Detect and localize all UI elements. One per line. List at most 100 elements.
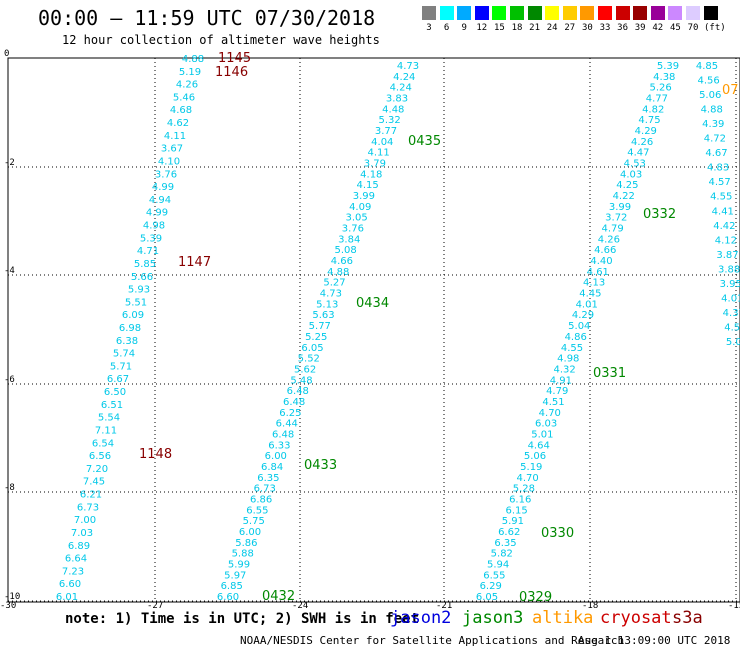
wave-height-value: 6.48	[283, 397, 305, 408]
legend-level-label: 39	[634, 23, 646, 33]
wave-height-value: 4.18	[360, 169, 382, 180]
lat-tick-label: -8	[4, 483, 15, 493]
wave-height-value: 4.61	[587, 267, 609, 278]
wave-height-value: 5.32	[378, 115, 400, 126]
wave-height-value: 5.85	[134, 259, 156, 270]
pass-time-label: 1145	[218, 51, 251, 66]
wave-height-value: 5.71	[110, 361, 132, 372]
wave-height-value: 5.25	[305, 332, 327, 343]
wave-height-value: 4.79	[546, 386, 568, 397]
wave-height-value: 4.37	[723, 308, 740, 319]
satellite-legend-cryosat: cryosat	[600, 608, 672, 628]
wave-height-value: 6.00	[265, 451, 287, 462]
legend-swatch	[457, 6, 472, 20]
wave-height-value: 4.40	[590, 256, 612, 267]
wave-height-value: 4.77	[646, 94, 668, 105]
map-subtitle: 12 hour collection of altimeter wave hei…	[62, 33, 380, 47]
satellite-legend-jason3: jason3	[462, 608, 524, 628]
wave-height-value: 4.32	[553, 364, 575, 375]
wave-height-value: 3.84	[338, 234, 360, 245]
legend-level-label: 21	[529, 23, 541, 33]
satellite-legend-s3a: s3a	[672, 608, 703, 628]
wave-height-value: 4.88	[327, 267, 349, 278]
legend-swatch	[598, 6, 612, 20]
legend-level-label: 12	[476, 23, 488, 33]
pass-time-label: 0434	[356, 296, 389, 311]
legend-swatch	[668, 6, 683, 20]
wave-height-value: 7.45	[83, 477, 105, 488]
wave-height-value: 6.55	[483, 570, 505, 581]
wave-height-value: 4.11	[367, 148, 389, 159]
wave-height-value: 4.48	[382, 104, 404, 115]
wave-height-value: 4.29	[635, 126, 657, 137]
generated-timestamp: Aug 1 13:09:00 UTC 2018	[578, 634, 731, 647]
wave-height-value: 6.50	[104, 387, 126, 398]
wave-height-value: 6.48	[287, 386, 309, 397]
pass-time-label: 0330	[541, 526, 574, 541]
legend-swatch	[474, 6, 489, 20]
track-1: 4.88 5.19 4.265.46 4.68 4.62 4.11 3.67 4.103.76…	[56, 51, 251, 603]
wave-height-value: 5.06	[524, 451, 546, 462]
wave-height-value: 5.13	[316, 299, 338, 310]
wave-height-value: 5.62	[294, 364, 316, 375]
legend-level-label: 36	[617, 23, 629, 33]
wave-height-value: 4.42	[713, 221, 735, 232]
satellite-legend-jason2: jason2	[390, 608, 452, 628]
wave-height-value: 5.08	[334, 245, 356, 256]
legend-swatch	[703, 6, 718, 20]
wave-height-value: 4.67	[705, 148, 727, 159]
wave-height-value: 3.99	[353, 191, 375, 202]
wave-height-value: 6.86	[250, 495, 272, 506]
wave-height-value: 6.15	[505, 505, 527, 516]
wave-height-value: 6.84	[261, 462, 283, 473]
wave-height-value: 5.39	[140, 233, 162, 244]
wave-height-value: 4.45	[579, 289, 601, 300]
wave-height-value: 4.99	[152, 182, 174, 193]
wave-height-value: 4.47	[627, 148, 649, 159]
wave-height-value: 6.09	[122, 310, 144, 321]
wave-height-value: 5.74	[113, 349, 135, 360]
wave-height-value: 4.11	[164, 131, 186, 142]
wave-height-value: 4.15	[356, 180, 378, 191]
wave-height-value: 7.23	[62, 566, 84, 577]
lat-tick-label: -4	[4, 266, 15, 276]
credit-line: NOAA/NESDIS Center for Satellite Applica…	[240, 634, 625, 647]
wave-height-value: 4.26	[631, 137, 653, 148]
wave-height-value: 4.03	[620, 169, 642, 180]
pass-time-label: 0329	[519, 590, 552, 605]
wave-height-value: 6.73	[254, 484, 276, 495]
wave-height-value: 6.21	[80, 490, 102, 501]
wave-height-value: 5.75	[243, 516, 265, 527]
wave-height-value: 7.00	[74, 515, 96, 526]
wave-height-value: 7.11	[95, 426, 117, 437]
wave-height-value: 3.05	[345, 213, 367, 224]
pass-time-label: 1147	[178, 255, 211, 270]
footnote: note: 1) Time is in UTC; 2) SWH is in fe…	[65, 611, 420, 627]
wave-height-value: 5.54	[98, 413, 120, 424]
wave-height-value: 3.79	[364, 159, 386, 170]
wave-height-value: 4.10	[158, 157, 180, 168]
lon-tick-label: -18	[582, 601, 599, 611]
lon-tick-label: -21	[436, 601, 453, 611]
legend-swatch	[650, 6, 665, 20]
wave-height-value: 3.72	[605, 213, 627, 224]
wave-height-value: 4.79	[601, 224, 623, 235]
wave-height-value: 3.76	[342, 224, 364, 235]
wave-height-value: 4.75	[638, 115, 660, 126]
wave-height-value: 4.99	[146, 208, 168, 219]
wave-height-value: 6.98	[119, 323, 141, 334]
wave-height-value: 4.53	[624, 159, 646, 170]
wave-height-value: 6.60	[217, 592, 239, 603]
legend-level-label: 33	[599, 23, 611, 33]
wave-height-value: 4.26	[176, 80, 198, 91]
lat-tick-label: -2	[4, 158, 15, 168]
legend-level-label: 15	[493, 23, 505, 33]
wave-height-value: 3.95	[720, 279, 740, 290]
wave-height-value: 4.88	[182, 54, 204, 65]
lat-tick-label: 0	[4, 49, 10, 59]
wave-height-value: 5.97	[224, 570, 246, 581]
wave-height-value: 6.67	[107, 374, 129, 385]
wave-height-value: 5.06	[699, 90, 721, 101]
legend-swatch	[615, 6, 630, 20]
